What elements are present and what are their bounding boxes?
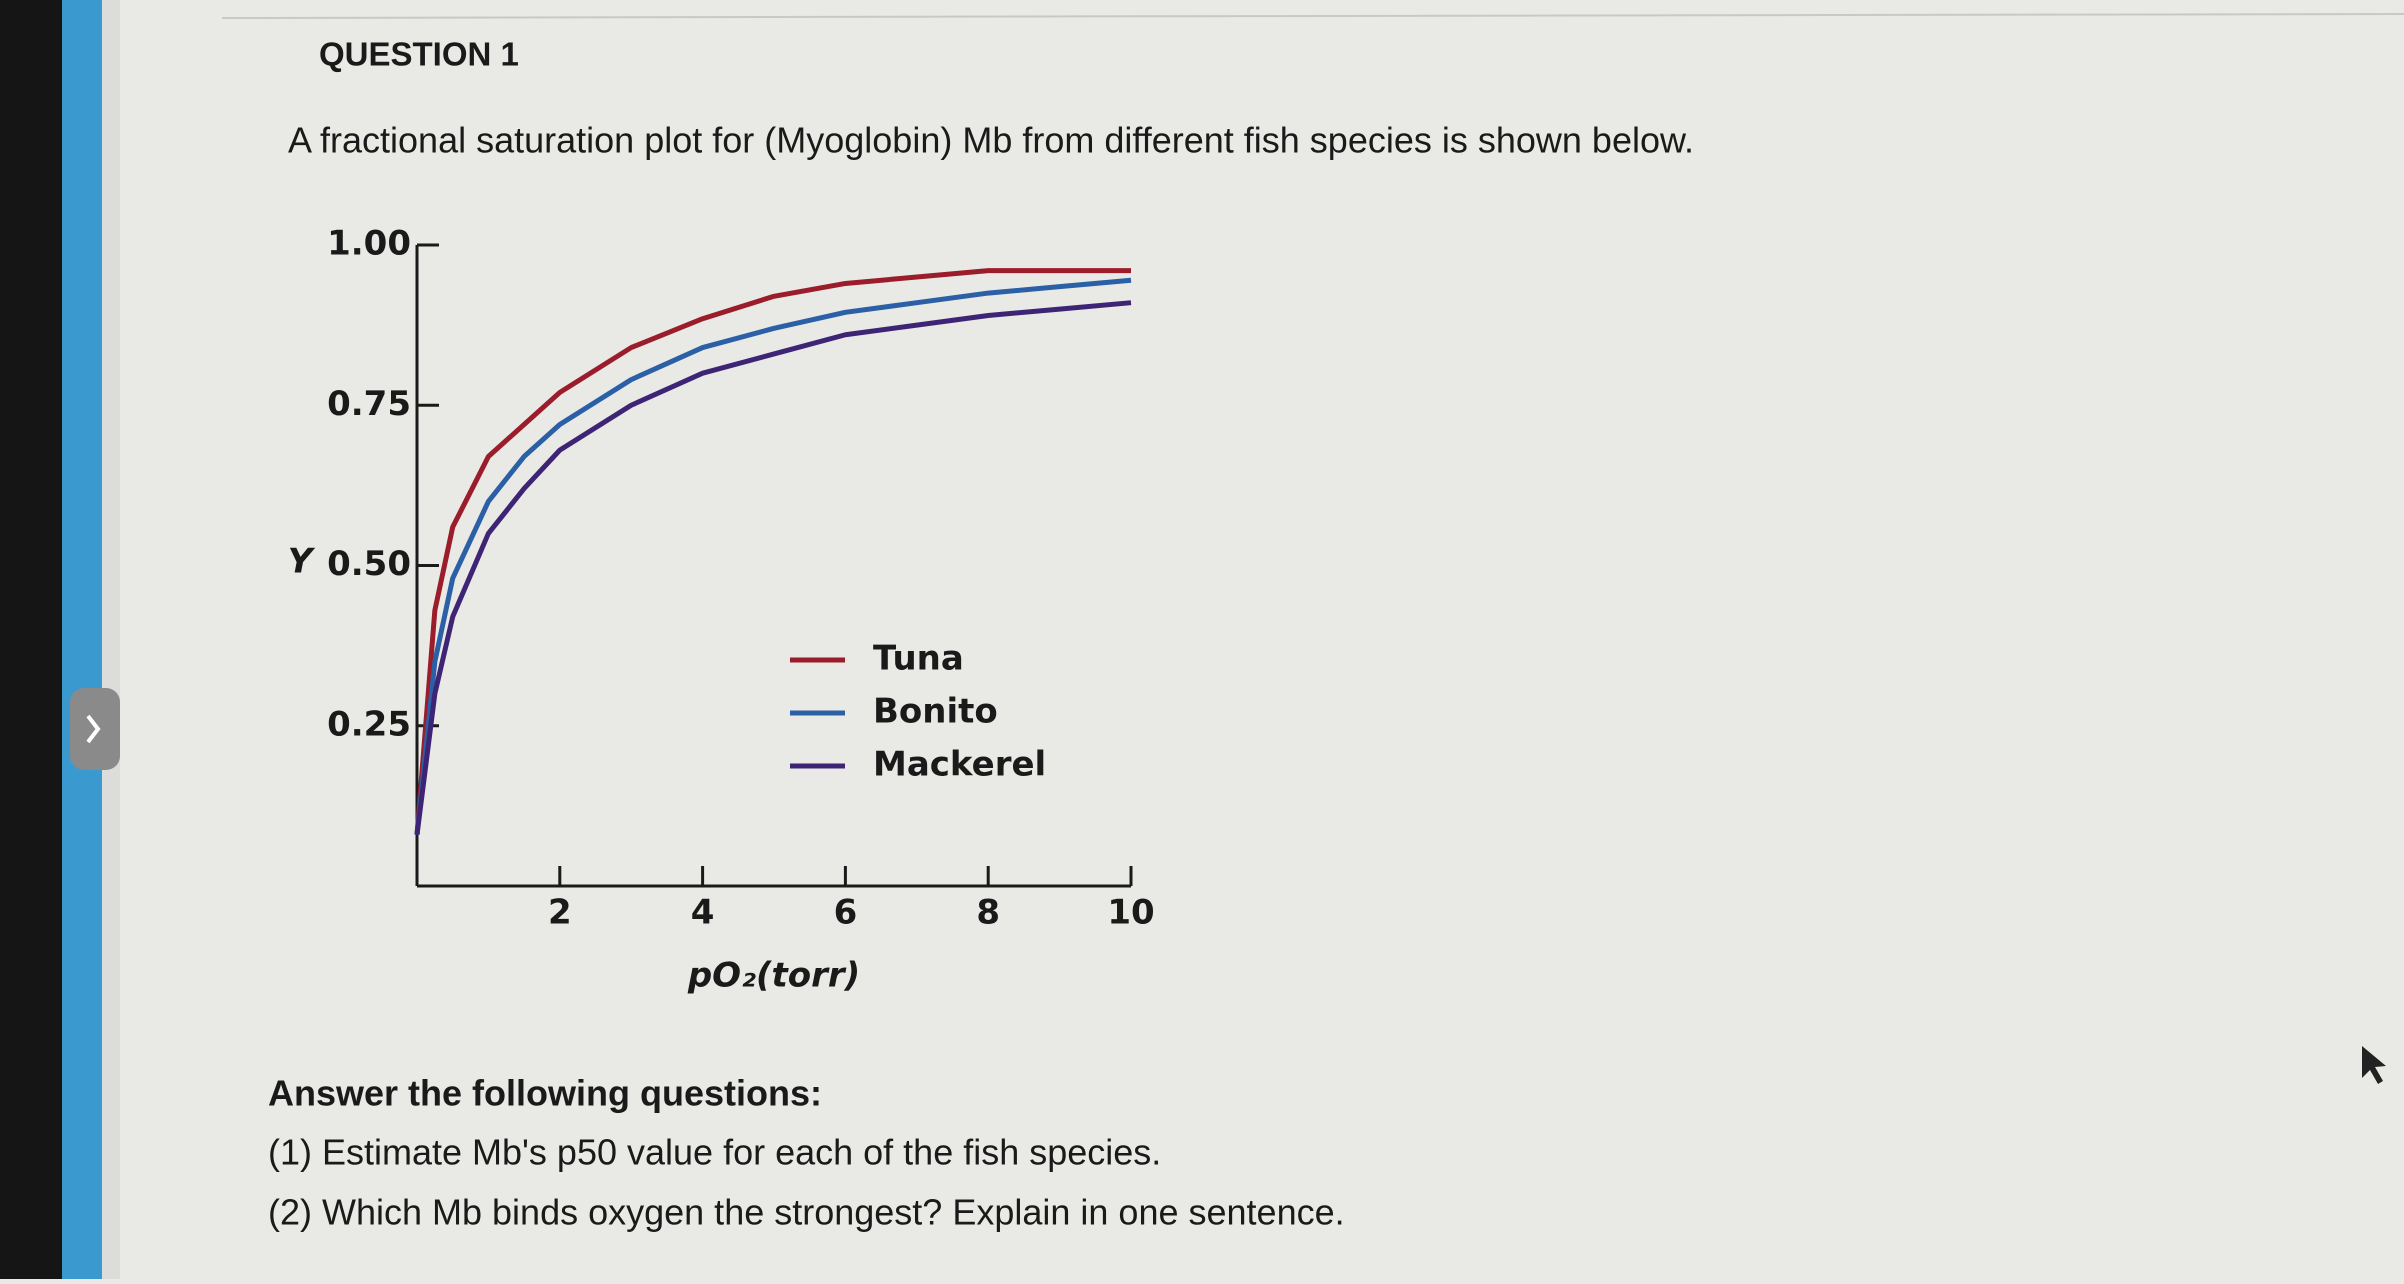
x-tick-label: 6 [834,893,858,933]
dark-edge [0,0,62,1279]
mouse-pointer [2362,1046,2386,1084]
chevron-icon [86,714,101,744]
question-title: QUESTION 1 [319,36,519,73]
y-tick-label: 1.00 [327,224,411,264]
separator [221,13,2404,19]
prompt: A fractional saturation plot for (Myoglo… [288,120,1694,161]
question-item: (2) Which Mb binds oxygen the strongest?… [268,1192,1345,1233]
question-item: (1) Estimate Mb's p50 value for each of … [268,1132,1161,1173]
x-tick-label: 8 [976,893,1000,933]
y-tick-label: 0.50 [327,544,411,584]
collapse-tab[interactable] [70,688,120,770]
side-shadow [102,0,120,1279]
saturation-curve [414,268,1131,835]
x-axis-label: pO₂(torr) [687,956,860,996]
side-bar [62,0,102,1279]
x-tick-label: 2 [548,893,572,933]
y-tick-label: 0.75 [327,384,411,424]
y-tick-label: 0.25 [327,704,411,744]
y-axis-label: Y [288,542,316,582]
x-tick-label: 10 [1107,893,1154,933]
saturation-curve [414,300,1132,836]
answer-heading: Answer the following questions: [268,1073,822,1114]
saturation-curve [414,277,1132,835]
x-tick-label: 4 [691,893,715,933]
legend-label: Bonito [873,692,998,732]
legend-label: Mackerel [873,745,1046,785]
legend-label: Tuna [873,639,964,679]
